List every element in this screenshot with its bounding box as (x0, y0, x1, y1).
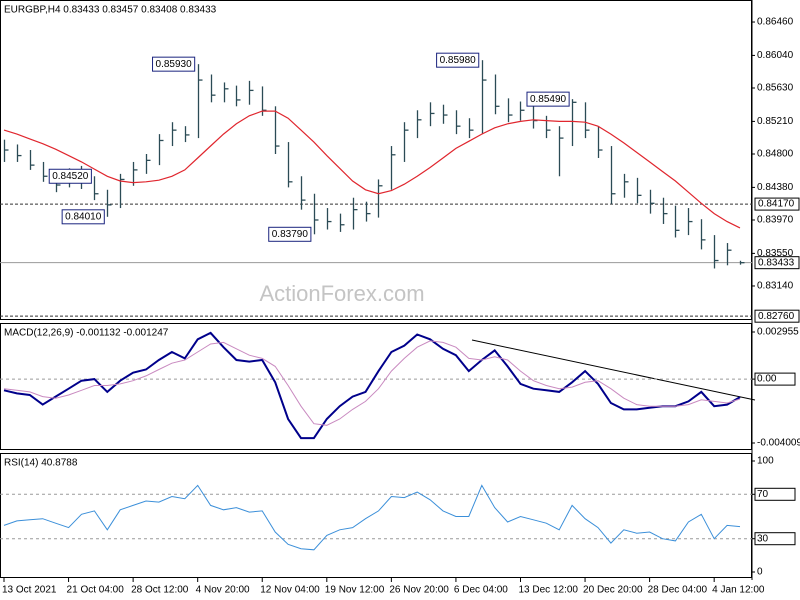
annotation-label: 0.83790 (272, 229, 309, 240)
level-label: 0.84170 (758, 199, 795, 210)
series-line (3, 484, 741, 551)
y-tick-label: 0.86040 (757, 50, 794, 61)
y-tick-box (754, 532, 796, 546)
x-tick-label: 28 Oct 12:00 (131, 585, 189, 596)
level-box (754, 197, 800, 211)
x-tick-label: 28 Dec 04:00 (648, 585, 708, 596)
annotation-box (48, 168, 92, 184)
y-tick-label: 0.85630 (757, 83, 794, 94)
x-tick-label: 4 Nov 20:00 (196, 585, 250, 596)
annotation-label: 0.85490 (530, 94, 567, 105)
x-tick-label: 26 Nov 20:00 (389, 585, 449, 596)
annotation-box (526, 91, 570, 107)
level-box (754, 256, 800, 270)
annotation-box (152, 56, 196, 72)
annotation-label: 0.84010 (65, 211, 102, 222)
x-tick-label: 20 Dec 20:00 (583, 585, 643, 596)
level-box (754, 309, 800, 323)
watermark: ActionForex.com (259, 281, 424, 306)
x-tick-label: 12 Nov 04:00 (260, 585, 320, 596)
y-tick-label: 0.84380 (757, 182, 794, 193)
y-tick-label: 0.83550 (757, 248, 794, 259)
series-line (3, 331, 741, 440)
y-tick-label: 0.85210 (757, 116, 794, 127)
y-tick-label: 70 (757, 489, 769, 500)
panel-title: EURGBP,H4 0.83433 0.83457 0.83408 0.8343… (4, 5, 217, 16)
y-tick-label: 0 (757, 567, 763, 578)
annotation-box (436, 52, 480, 68)
y-tick-label: 0.83140 (757, 281, 794, 292)
x-tick-label: 13 Oct 2021 (2, 585, 57, 596)
panel-title: MACD(12,26,9) -0.001132 -0.001247 (4, 328, 169, 339)
y-tick-label: 30 (757, 533, 769, 544)
x-tick-label: 13 Dec 12:00 (518, 585, 578, 596)
panel-title: RSI(14) 40.8788 (4, 458, 78, 469)
annotation-label: 0.84520 (52, 171, 89, 182)
y-tick-label: 0.00 (757, 374, 777, 385)
y-tick-label: 100 (757, 456, 774, 467)
x-tick-label: 6 Dec 04:00 (454, 585, 508, 596)
y-tick-label: 0.84800 (757, 149, 794, 160)
level-label: 0.83433 (758, 257, 795, 268)
moving-average (3, 110, 741, 229)
annotation-box (61, 209, 105, 225)
y-tick-box (754, 487, 796, 501)
annotation-box (268, 226, 312, 242)
y-tick-label: 0.83970 (757, 215, 794, 226)
x-tick-label: 4 Jan 12:00 (712, 585, 765, 596)
annotation-label: 0.85980 (440, 55, 477, 66)
trend-line (471, 339, 756, 401)
x-tick-label: 19 Nov 12:00 (325, 585, 385, 596)
y-tick-label: 0.86460 (757, 17, 794, 28)
level-label: 0.82760 (758, 311, 795, 322)
annotation-label: 0.85930 (156, 59, 193, 70)
y-tick-label: 0.002955 (757, 327, 799, 338)
series-line (3, 340, 741, 426)
y-tick-box (754, 372, 796, 386)
x-tick-label: 21 Oct 04:00 (67, 585, 125, 596)
y-tick-label: -0.004009 (757, 438, 800, 449)
